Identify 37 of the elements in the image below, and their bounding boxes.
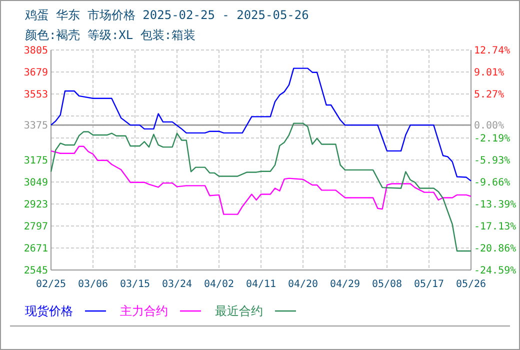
- legend-label: 主力合约: [120, 304, 168, 318]
- x-tick-label: 04/02: [204, 279, 234, 290]
- y-tick-label: 3805: [24, 46, 48, 56]
- y2-tick-label: -13.39%: [474, 199, 516, 210]
- y2-tick-label: 5.27%: [474, 90, 504, 101]
- y2-tick-label: -9.66%: [474, 178, 510, 189]
- x-tick-label: 04/29: [330, 279, 360, 290]
- x-tick-label: 05/17: [414, 279, 444, 290]
- x-tick-label: 03/06: [78, 279, 108, 290]
- x-tick-label: 03/24: [162, 279, 192, 290]
- y2-tick-label: 9.01%: [474, 67, 504, 78]
- chart-subtitle: 颜色:褐壳 等级:XL 包装:箱装: [25, 28, 196, 42]
- y2-tick-label: 12.74%: [474, 46, 510, 56]
- legend-label: 现货价格: [25, 304, 73, 318]
- y-tick-label: 2545: [24, 266, 48, 276]
- x-tick-label: 04/20: [288, 279, 318, 290]
- y-tick-label: 3375: [24, 120, 48, 132]
- chart-title: 鸡蛋 华东 市场价格 2025-02-25 - 2025-05-26: [24, 8, 309, 22]
- y-tick-label: 2671: [24, 244, 48, 254]
- y-tick-label: 3049: [24, 178, 48, 188]
- y2-tick-label: -5.93%: [474, 156, 510, 167]
- x-tick-label: 02/25: [36, 279, 66, 290]
- y2-tick-label: -20.86%: [474, 244, 516, 255]
- x-tick-label: 03/15: [120, 279, 150, 290]
- y2-tick-label: 0.00%: [474, 120, 504, 132]
- y2-tick-label: -24.59%: [474, 266, 516, 276]
- y2-tick-label: -17.13%: [474, 222, 516, 233]
- y2-tick-label: -2.19%: [474, 133, 510, 144]
- y-tick-label: 2923: [24, 200, 48, 210]
- y-tick-label: 2797: [24, 222, 48, 232]
- y-tick-label: 3679: [24, 68, 48, 78]
- y-tick-label: 3175: [24, 156, 48, 166]
- x-tick-label: 05/08: [372, 279, 402, 290]
- x-tick-label: 05/26: [456, 279, 486, 290]
- legend-label: 最近合约: [215, 304, 263, 318]
- y-tick-label: 3553: [24, 90, 48, 100]
- x-tick-label: 04/11: [246, 279, 276, 290]
